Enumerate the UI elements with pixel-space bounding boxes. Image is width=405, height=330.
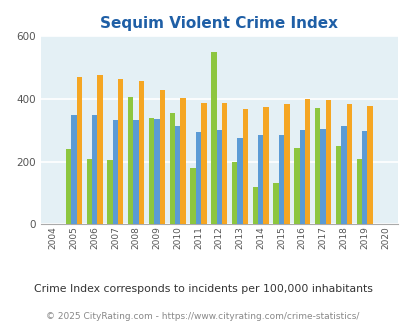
Bar — [320, 129, 325, 224]
Text: Crime Index corresponds to incidents per 100,000 inhabitants: Crime Index corresponds to incidents per… — [34, 284, 371, 294]
Bar — [299, 130, 304, 224]
Bar — [356, 159, 361, 224]
Bar — [200, 103, 206, 224]
Bar — [314, 108, 320, 224]
Text: © 2025 CityRating.com - https://www.cityrating.com/crime-statistics/: © 2025 CityRating.com - https://www.city… — [46, 313, 359, 321]
Bar — [361, 131, 367, 224]
Bar — [273, 183, 278, 224]
Bar — [154, 119, 159, 224]
Bar — [113, 120, 118, 224]
Bar — [159, 90, 164, 224]
Bar — [258, 135, 263, 224]
Bar — [97, 76, 102, 224]
Bar — [335, 146, 340, 224]
Bar — [216, 130, 222, 224]
Bar — [86, 159, 92, 224]
Bar — [346, 104, 351, 224]
Bar — [211, 52, 216, 224]
Bar — [252, 187, 258, 224]
Bar — [195, 132, 200, 224]
Bar — [77, 77, 82, 224]
Bar — [242, 109, 247, 224]
Bar — [118, 79, 123, 224]
Bar — [107, 160, 113, 224]
Bar — [149, 118, 154, 224]
Bar — [231, 162, 237, 224]
Bar — [367, 106, 372, 224]
Bar — [66, 149, 71, 224]
Bar — [190, 168, 195, 224]
Bar — [71, 115, 77, 224]
Bar — [128, 97, 133, 224]
Bar — [169, 113, 175, 224]
Bar — [222, 103, 227, 224]
Bar — [180, 98, 185, 224]
Bar — [133, 120, 139, 224]
Bar — [294, 148, 299, 224]
Bar — [139, 81, 144, 224]
Bar — [175, 126, 180, 224]
Bar — [278, 135, 284, 224]
Bar — [237, 138, 242, 224]
Bar — [304, 99, 310, 224]
Bar — [325, 100, 330, 224]
Bar — [92, 115, 97, 224]
Bar — [263, 107, 268, 224]
Bar — [340, 126, 346, 224]
Title: Sequim Violent Crime Index: Sequim Violent Crime Index — [100, 16, 337, 31]
Bar — [284, 104, 289, 224]
